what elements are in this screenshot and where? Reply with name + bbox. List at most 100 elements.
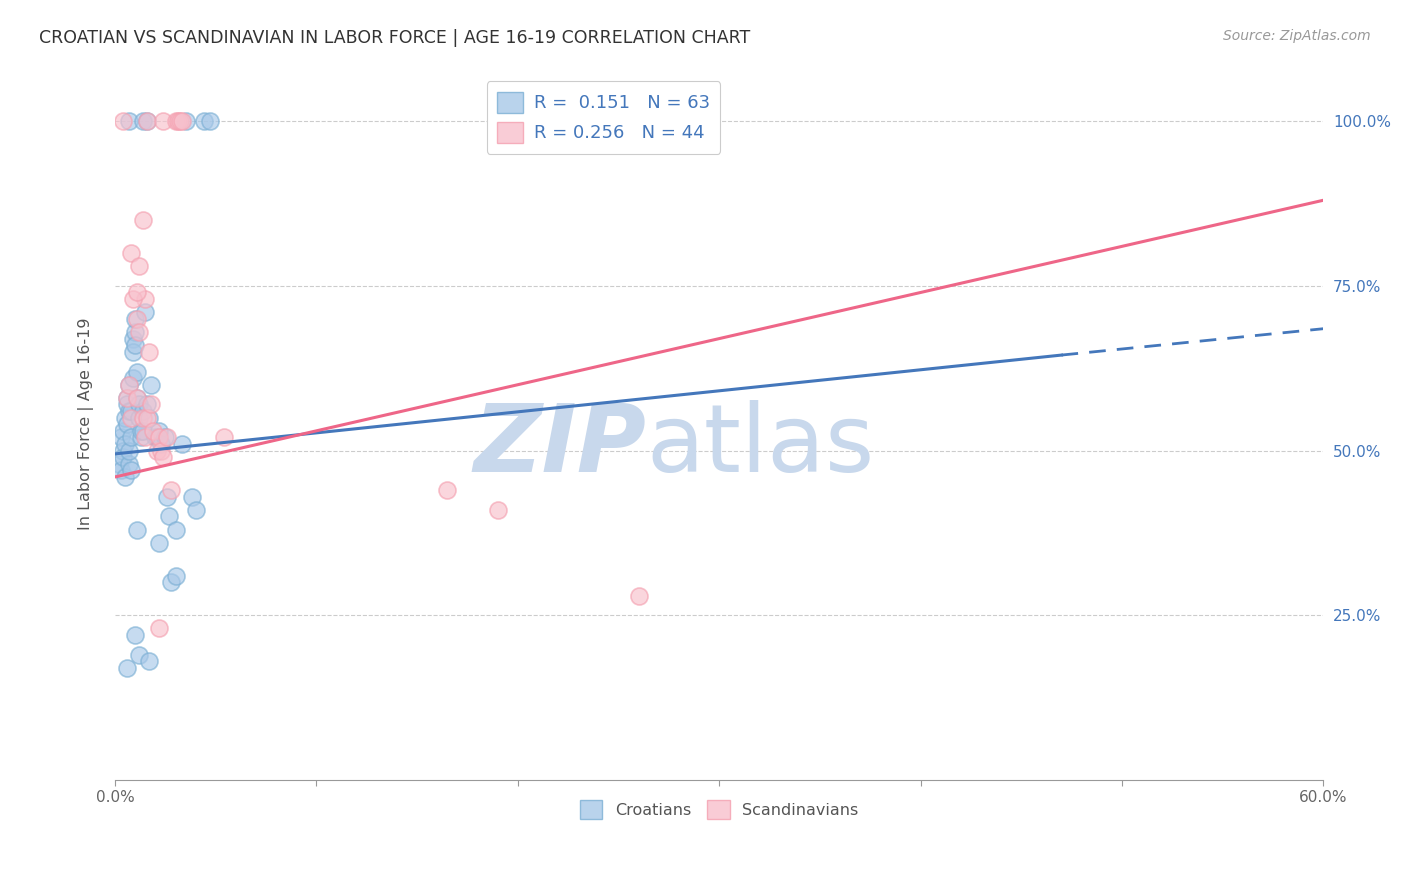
Point <box>110 430 132 444</box>
Point <box>193 114 215 128</box>
Text: atlas: atlas <box>647 400 875 491</box>
Point <box>132 114 155 128</box>
Point <box>124 628 146 642</box>
Point <box>118 404 141 418</box>
Point <box>134 292 156 306</box>
Point <box>124 325 146 339</box>
Point <box>138 344 160 359</box>
Point <box>627 589 650 603</box>
Point <box>120 463 142 477</box>
Text: ZIP: ZIP <box>474 400 647 491</box>
Point <box>136 410 159 425</box>
Point <box>142 424 165 438</box>
Point <box>132 213 155 227</box>
Point <box>114 437 136 451</box>
Point <box>128 325 150 339</box>
Text: Source: ZipAtlas.com: Source: ZipAtlas.com <box>1223 29 1371 43</box>
Point <box>120 404 142 418</box>
Point <box>122 371 145 385</box>
Point <box>136 397 159 411</box>
Point <box>118 377 141 392</box>
Point <box>122 344 145 359</box>
Point <box>486 503 509 517</box>
Point <box>127 365 149 379</box>
Point <box>165 523 187 537</box>
Point <box>114 410 136 425</box>
Point <box>132 424 155 438</box>
Point <box>138 654 160 668</box>
Point <box>184 503 207 517</box>
Point <box>180 490 202 504</box>
Point <box>159 509 181 524</box>
Legend: Croatians, Scandinavians: Croatians, Scandinavians <box>574 794 865 825</box>
Point <box>132 410 155 425</box>
Point <box>112 450 135 465</box>
Point <box>668 114 690 128</box>
Point <box>118 443 141 458</box>
Point <box>129 424 152 438</box>
Point <box>148 622 170 636</box>
Point <box>150 443 173 458</box>
Point <box>148 536 170 550</box>
Point <box>150 437 173 451</box>
Text: CROATIAN VS SCANDINAVIAN IN LABOR FORCE | AGE 16-19 CORRELATION CHART: CROATIAN VS SCANDINAVIAN IN LABOR FORCE … <box>39 29 751 46</box>
Point <box>127 523 149 537</box>
Point <box>129 430 152 444</box>
Point <box>120 410 142 425</box>
Point <box>112 424 135 438</box>
Point <box>128 259 150 273</box>
Point <box>148 430 170 444</box>
Point <box>127 285 149 300</box>
Point <box>166 114 188 128</box>
Point <box>118 114 141 128</box>
Point <box>174 114 197 128</box>
Point <box>127 391 149 405</box>
Point <box>115 391 138 405</box>
Y-axis label: In Labor Force | Age 16-19: In Labor Force | Age 16-19 <box>79 318 94 531</box>
Point <box>145 430 167 444</box>
Point <box>152 450 174 465</box>
Point <box>148 424 170 438</box>
Point <box>115 417 138 432</box>
Point <box>134 305 156 319</box>
Point <box>115 391 138 405</box>
Point <box>128 397 150 411</box>
Point <box>146 443 169 458</box>
Point <box>152 114 174 128</box>
Point <box>108 457 131 471</box>
Point <box>136 114 159 128</box>
Point <box>146 430 169 444</box>
Point <box>124 338 146 352</box>
Point <box>141 377 163 392</box>
Point <box>122 332 145 346</box>
Point <box>110 463 132 477</box>
Point <box>170 437 193 451</box>
Point <box>165 114 187 128</box>
Point <box>436 483 458 497</box>
Point <box>115 397 138 411</box>
Point <box>160 575 183 590</box>
Point <box>124 311 146 326</box>
Point <box>132 404 155 418</box>
Point <box>134 430 156 444</box>
Point <box>160 483 183 497</box>
Point <box>136 114 159 128</box>
Point <box>141 397 163 411</box>
Point <box>212 430 235 444</box>
Point <box>118 377 141 392</box>
Point <box>112 443 135 458</box>
Point <box>118 457 141 471</box>
Point <box>156 430 179 444</box>
Point <box>170 114 193 128</box>
Point <box>165 568 187 582</box>
Point <box>120 430 142 444</box>
Point <box>127 391 149 405</box>
Point <box>138 410 160 425</box>
Point <box>127 311 149 326</box>
Point <box>155 430 177 444</box>
Point <box>120 246 142 260</box>
Point <box>114 470 136 484</box>
Point <box>122 292 145 306</box>
Point <box>128 410 150 425</box>
Point <box>156 490 179 504</box>
